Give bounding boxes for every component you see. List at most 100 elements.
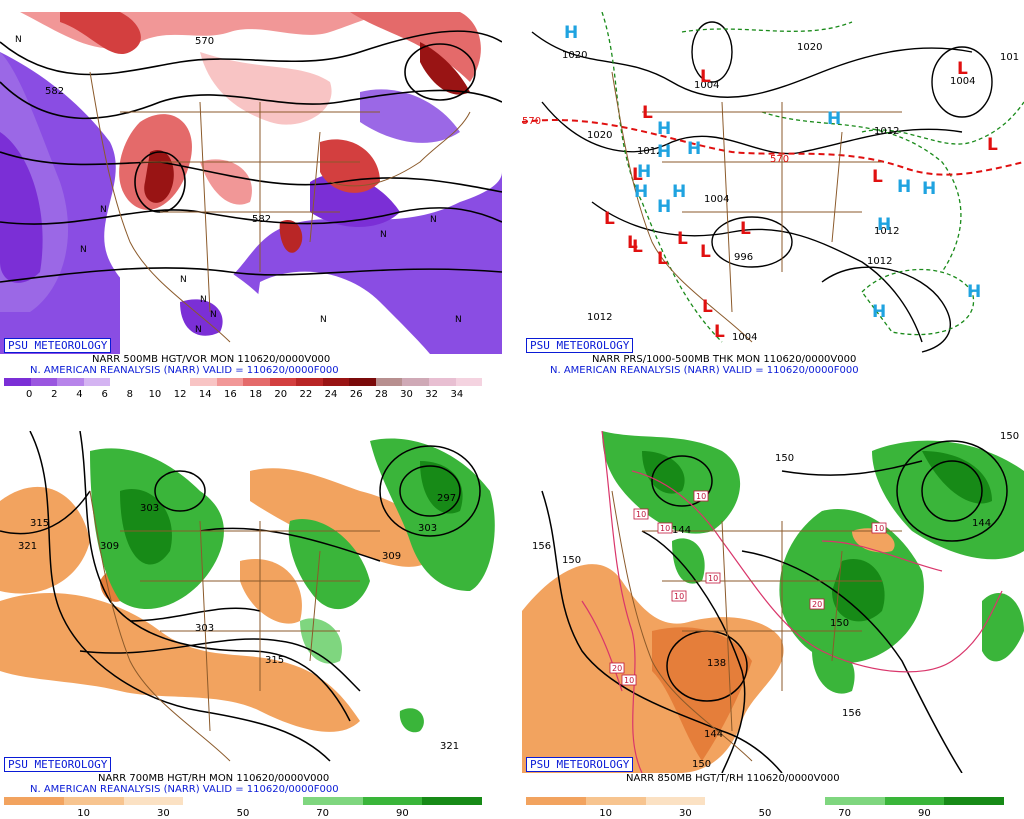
vorticity-colorbar <box>4 378 483 386</box>
low-pressure-symbol: L <box>657 249 668 269</box>
temperature-label: 10 <box>660 524 670 533</box>
colorbar-swatch <box>296 378 323 386</box>
height-label: 309 <box>100 541 119 552</box>
isobar-label: 1004 <box>732 332 757 343</box>
low-pressure-symbol: L <box>632 165 643 185</box>
colorbar-tick-label: 10 <box>148 389 162 400</box>
panel-mslp-thickness: 1020 1020 1020 1004 1004 996 1012 1012 1… <box>522 0 1024 398</box>
isobar-label: 1004 <box>704 194 729 205</box>
isobar-label: 1004 <box>950 76 975 87</box>
low-pressure-symbol: L <box>632 237 643 257</box>
vort-minimum-symbol: N <box>80 245 87 255</box>
map-title: NARR 500MB HGT/VOR MON 110620/0000V000 <box>92 354 331 365</box>
vort-minimum-symbol: N <box>210 310 217 320</box>
thickness-label: 570 <box>770 154 789 165</box>
map-subtitle: N. AMERICAN REANALYSIS (NARR) VALID = 11… <box>30 365 339 376</box>
colorbar-swatch <box>4 797 64 805</box>
colorbar-tick-label: 8 <box>126 389 133 400</box>
vorticity-map: 570 582 582 N N N N N N N N N N N <box>0 12 502 354</box>
map-title: NARR PRS/1000-500MB THK MON 110620/0000V… <box>592 354 857 365</box>
temperature-label: 10 <box>636 510 646 519</box>
colorbar-swatch <box>422 797 482 805</box>
height-label: 150 <box>1000 431 1019 442</box>
colorbar-tick-label: 0 <box>25 389 33 400</box>
colorbar-swatch <box>944 797 1004 805</box>
low-pressure-symbol: L <box>987 135 998 155</box>
map-title: NARR 700MB HGT/RH MON 110620/0000V000 <box>98 773 330 784</box>
high-pressure-symbol: H <box>897 177 911 197</box>
high-pressure-symbol: H <box>637 162 651 182</box>
height-label: 144 <box>704 729 723 740</box>
colorbar-tick-label: 18 <box>249 389 262 400</box>
colorbar-swatch <box>243 378 270 386</box>
height-label: 150 <box>562 555 581 566</box>
colorbar-tick-label: 50 <box>236 808 250 819</box>
colorbar-tick-label: 30 <box>400 389 413 400</box>
colorbar-swatch <box>375 378 403 386</box>
low-pressure-symbol: L <box>642 103 653 123</box>
colorbar-tick-label: 90 <box>917 808 931 819</box>
colorbar-swatch <box>110 378 137 386</box>
temperature-label: 10 <box>696 492 706 501</box>
height-label: 303 <box>310 431 329 434</box>
colorbar-swatch <box>269 378 297 386</box>
colorbar-tick-label: 20 <box>274 389 288 400</box>
colorbar-tick-label: 26 <box>349 389 363 400</box>
colorbar-tick-label: 90 <box>395 808 409 819</box>
colorbar-swatch <box>824 797 885 805</box>
high-pressure-symbol: H <box>657 142 671 162</box>
height-label: 315 <box>30 518 49 529</box>
colorbar-tick-label: 6 <box>101 389 108 400</box>
high-pressure-symbol: H <box>634 182 648 202</box>
contour-label: 582 <box>252 214 271 225</box>
high-pressure-symbol: H <box>752 352 766 354</box>
temperature-label: 20 <box>812 600 822 609</box>
vort-minimum-symbol: N <box>430 215 437 225</box>
panel-500mb-vorticity: 570 582 582 N N N N N N N N N N N PSU ME… <box>0 0 502 400</box>
colorbar-tick-label: 70 <box>838 808 852 819</box>
height-label: 297 <box>437 493 456 504</box>
colorbar-swatch <box>57 378 84 386</box>
height-label: 321 <box>440 741 459 752</box>
isobar-label: 1004 <box>694 80 719 91</box>
colorbar-tick-label: 10 <box>77 808 91 819</box>
low-pressure-symbol: L <box>740 219 751 239</box>
vort-minimum-symbol: N <box>380 230 387 240</box>
colorbar-swatch <box>83 378 111 386</box>
contour-label: 570 <box>195 36 214 47</box>
colorbar-tick-label: 2 <box>51 389 58 400</box>
isobar-label: 1020 <box>797 42 822 53</box>
high-pressure-symbol: H <box>827 109 841 129</box>
isobar-label: 1012 <box>874 226 899 237</box>
colorbar-tick-label: 50 <box>758 808 772 819</box>
rh700-map: 303 315 321 309 303 303 297 303 309 315 … <box>0 431 502 773</box>
height-label: 144 <box>972 518 991 529</box>
colorbar-tick-label: 12 <box>173 389 187 400</box>
colorbar-swatch <box>526 797 586 805</box>
colorbar-tick-label: 14 <box>198 389 212 400</box>
colorbar-swatch <box>189 378 217 386</box>
colorbar-swatch <box>429 378 456 386</box>
colorbar-swatch <box>243 797 303 805</box>
height-label: 303 <box>195 623 214 634</box>
low-pressure-symbol: L <box>714 322 725 342</box>
height-label: 303 <box>418 523 437 534</box>
vort-minimum-symbol: N <box>455 315 462 325</box>
vort-minimum-symbol: N <box>200 295 207 305</box>
colorbar-swatch <box>645 797 706 805</box>
colorbar-tick-label: 16 <box>224 389 237 400</box>
vort-minimum-symbol: N <box>180 275 187 285</box>
height-label: 150 <box>830 618 849 629</box>
psu-meteorology-label: PSU METEOROLOGY <box>4 338 112 353</box>
isobar-label: 1012 <box>867 256 892 267</box>
colorbar-tick-label: 28 <box>374 389 388 400</box>
temperature-label: 10 <box>624 676 634 685</box>
high-pressure-symbol: H <box>657 197 671 217</box>
map-subtitle: N. AMERICAN REANALYSIS (NARR) VALID = 11… <box>30 784 339 795</box>
high-pressure-symbol: H <box>872 302 886 322</box>
colorbar-tick-label: 24 <box>324 389 338 400</box>
low-pressure-symbol: L <box>700 242 711 262</box>
colorbar-swatch <box>163 378 190 386</box>
high-pressure-symbol: H <box>564 23 578 43</box>
temperature-label: 10 <box>674 592 684 601</box>
